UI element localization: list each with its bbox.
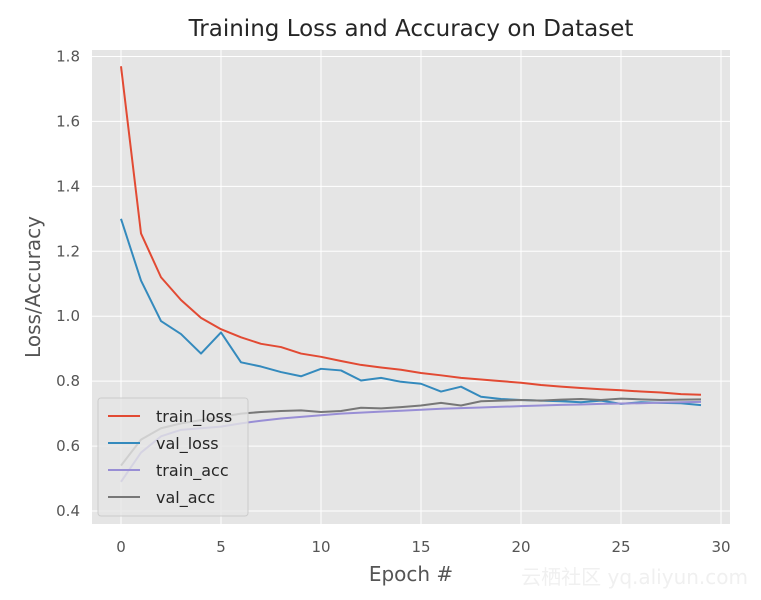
y-tick-label: 1.8: [56, 47, 80, 65]
x-tick-label: 20: [511, 538, 530, 556]
x-tick-label: 0: [116, 538, 126, 556]
y-tick-label: 0.8: [56, 372, 80, 390]
y-axis-label: Loss/Accuracy: [21, 216, 45, 358]
watermark: 云栖社区 yq.aliyun.com: [521, 565, 748, 589]
legend-label: train_acc: [156, 461, 229, 481]
x-tick-label: 25: [611, 538, 630, 556]
y-tick-label: 1.4: [56, 177, 80, 195]
x-axis-label: Epoch #: [369, 562, 453, 586]
legend-box: [97, 397, 249, 517]
x-tick-label: 5: [216, 538, 226, 556]
x-tick-label: 15: [411, 538, 430, 556]
legend: train_loss val_loss train_acc val_acc: [97, 397, 249, 517]
legend-label: val_acc: [156, 488, 215, 508]
tick-labels: 0 5 10 15 20 25 30 0.4 0.6 0.8 1.0 1.2 1.4 1.6 1.8: [56, 47, 730, 556]
y-tick-label: 1.0: [56, 307, 80, 325]
x-tick-label: 10: [311, 538, 330, 556]
legend-label: val_loss: [156, 434, 219, 454]
series-line-train-loss: [120, 66, 702, 396]
x-tick-label: 30: [711, 538, 730, 556]
series-line-val-loss: [120, 218, 702, 407]
y-tick-label: 0.6: [56, 437, 80, 455]
y-tick-label: 1.6: [56, 112, 80, 130]
y-tick-label: 0.4: [56, 502, 80, 520]
legend-label: train_loss: [156, 407, 232, 427]
y-tick-label: 1.2: [56, 242, 80, 260]
chart-title: Training Loss and Accuracy on Dataset: [188, 16, 634, 42]
